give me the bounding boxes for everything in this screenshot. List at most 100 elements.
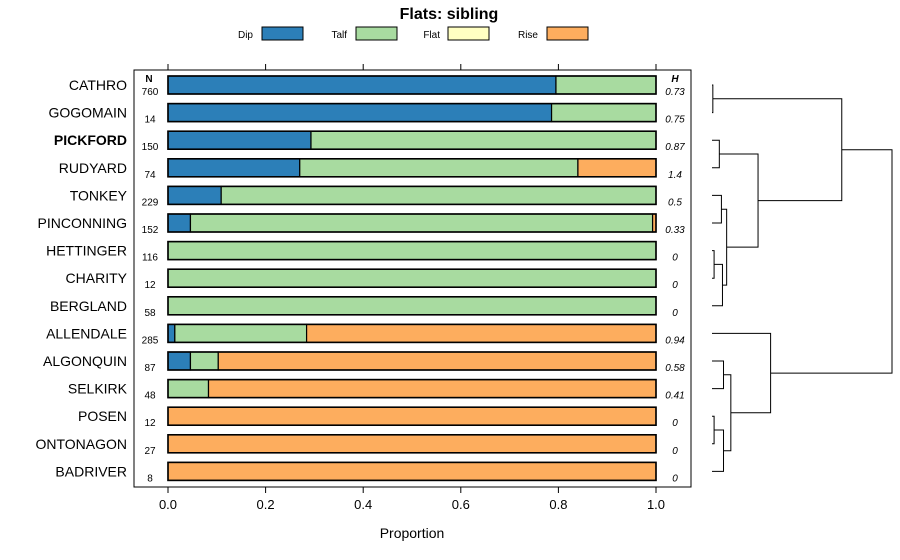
bar-gogomain-dip — [167, 102, 553, 123]
h-value-tonkey: 0.5 — [668, 197, 682, 208]
bar-outline-tonkey — [167, 185, 657, 206]
dendro-link-13 — [770, 149, 893, 374]
bar-tonkey-dip — [167, 185, 222, 205]
category-label-tonkey: TONKEY — [70, 187, 128, 203]
n-value-hettinger: 116 — [142, 253, 158, 264]
bar-rudyard-dip — [167, 158, 301, 178]
category-label-cathro: CATHRO — [69, 77, 127, 93]
n-header: N — [145, 74, 152, 85]
n-value-pickford: 150 — [142, 142, 159, 153]
bar-posen-rise — [167, 406, 657, 426]
n-value-selkirk: 48 — [144, 391, 156, 402]
h-value-hettinger: 0 — [672, 253, 678, 264]
n-value-charity: 12 — [144, 280, 156, 291]
bar-badriver-rise — [167, 461, 657, 481]
dendro-link-2 — [712, 415, 715, 445]
dendro-link-1 — [712, 250, 715, 279]
n-value-algonquin: 87 — [144, 363, 156, 374]
bar-charity-talf — [167, 268, 657, 288]
category-labels: CATHRO GOGOMAIN PICKFORD RUDYARD TONKEY PINCO… — [35, 77, 127, 479]
legend-label-dip: Dip — [238, 30, 253, 41]
bar-outline-badriver — [167, 461, 657, 482]
legend: Dip Talf Flat Rise — [238, 26, 589, 41]
category-label-charity: CHARITY — [66, 270, 128, 286]
n-value-rudyard: 74 — [144, 170, 156, 181]
bar-outline-gogomain — [167, 102, 657, 123]
x-tick-label-1: 0.2 — [257, 497, 275, 512]
dendro-link-5 — [712, 263, 723, 307]
h-value-pinconning: 0.33 — [665, 225, 685, 236]
bar-outline-cathro — [167, 75, 657, 95]
bars — [167, 75, 657, 482]
h-value-posen: 0 — [672, 418, 678, 429]
h-header: H — [671, 74, 679, 85]
bar-pinconning-talf — [189, 213, 654, 233]
bar-gogomain-talf — [550, 102, 657, 123]
bar-rudyard-talf — [299, 158, 579, 178]
bar-bergland-talf — [167, 296, 657, 316]
n-value-gogomain: 14 — [144, 115, 156, 126]
bar-algonquin-talf — [189, 351, 219, 371]
x-tick-label-3: 0.6 — [452, 497, 470, 512]
dendro-link-12 — [712, 98, 843, 202]
dendro-link-6 — [712, 360, 725, 390]
chart-title: Flats: sibling — [400, 6, 499, 23]
bar-outline-allendale — [167, 323, 657, 344]
n-value-badriver: 8 — [147, 473, 153, 484]
bar-outline-bergland — [167, 295, 657, 316]
bar-algonquin-rise — [217, 351, 657, 371]
n-value-ontonagon: 27 — [144, 446, 156, 457]
bar-allendale-talf — [174, 323, 308, 343]
bar-pickford-talf — [310, 130, 657, 150]
h-value-selkirk: 0.41 — [665, 391, 684, 402]
h-values: 0.73 0.75 0.87 1.4 0.5 0.33 0 0 0 0.94 0.58 0.41 0 0 0 — [665, 87, 685, 484]
bar-outline-pickford — [167, 130, 657, 150]
bar-outline-posen — [167, 406, 657, 427]
h-value-allendale: 0.94 — [665, 335, 685, 346]
n-value-pinconning: 152 — [142, 225, 159, 236]
n-values: 760 14 150 74 229 152 116 12 58 285 87 48 12 27 8 — [142, 87, 159, 484]
category-label-badriver: BADRIVER — [55, 463, 127, 479]
bar-outline-hettinger — [167, 240, 657, 261]
legend-label-flat: Flat — [423, 30, 440, 41]
legend-label-rise: Rise — [518, 30, 538, 41]
bar-ontonagon-rise — [167, 434, 657, 454]
h-value-bergland: 0 — [672, 308, 678, 319]
n-value-allendale: 285 — [142, 335, 159, 346]
bar-cathro-talf — [555, 75, 657, 95]
n-value-posen: 12 — [144, 418, 156, 429]
category-label-rudyard: RUDYARD — [59, 160, 127, 176]
bar-outline-selkirk — [167, 378, 657, 399]
x-axis-label: Proportion — [380, 525, 445, 541]
h-value-charity: 0 — [672, 280, 678, 291]
h-value-pickford: 0.87 — [665, 142, 685, 153]
legend-swatch-rise — [546, 26, 589, 41]
category-label-pinconning: PINCONNING — [38, 215, 127, 231]
dendro-link-9 — [723, 374, 732, 452]
legend-swatch-dip — [261, 26, 304, 41]
bar-outline-algonquin — [167, 351, 657, 371]
bar-selkirk-talf — [167, 379, 210, 399]
bar-pinconning-dip — [167, 213, 192, 233]
x-tick-label-0: 0.0 — [159, 497, 177, 512]
bar-hettinger-talf — [167, 241, 657, 261]
h-value-rudyard: 1.4 — [668, 170, 682, 181]
x-tick-label-4: 0.8 — [549, 497, 567, 512]
legend-swatch-talf — [355, 26, 398, 41]
legend-swatch-flat — [447, 26, 490, 41]
plot-frame — [133, 69, 692, 488]
bar-outline-pinconning — [167, 213, 657, 233]
n-value-tonkey: 229 — [142, 197, 159, 208]
category-label-selkirk: SELKIRK — [68, 381, 128, 397]
category-label-gogomain: GOGOMAIN — [48, 105, 127, 121]
category-label-algonquin: ALGONQUIN — [43, 353, 127, 369]
bar-tonkey-talf — [220, 185, 657, 205]
dendro-link-10 — [719, 153, 759, 248]
bar-cathro-dip — [167, 75, 557, 95]
bar-selkirk-rise — [207, 379, 657, 399]
category-label-bergland: BERGLAND — [50, 298, 127, 314]
dendro-link-4 — [712, 194, 722, 224]
category-label-posen: POSEN — [78, 408, 127, 424]
x-tick-label-2: 0.4 — [354, 497, 372, 512]
